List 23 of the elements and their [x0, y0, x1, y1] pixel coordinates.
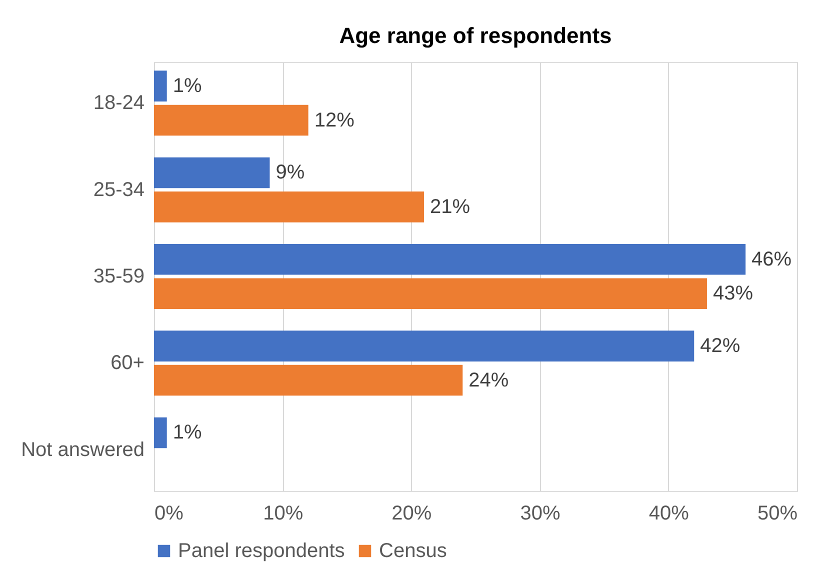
y-tick-label: 18-24 [93, 92, 144, 114]
x-tick-label: 40% [648, 502, 690, 524]
data-label: 1% [172, 75, 202, 98]
legend-label: Panel respondents [178, 540, 345, 562]
x-tick-label: 10% [263, 502, 304, 524]
y-tick-label: 60+ [110, 352, 144, 374]
y-tick-label: Not answered [21, 438, 144, 461]
y-tick-label: 25-34 [93, 178, 144, 201]
data-label: 9% [276, 162, 305, 184]
x-tick-label: 20% [392, 502, 432, 524]
x-tick-label: 50% [757, 502, 798, 524]
data-label: 12% [314, 109, 355, 132]
x-tick-label: 0% [154, 502, 184, 524]
legend-label: Census [379, 540, 447, 562]
chart-title: Age range of respondents [339, 23, 612, 48]
y-tick-label: 35-59 [93, 266, 144, 288]
data-label: 46% [752, 248, 792, 270]
data-label: 24% [468, 369, 509, 392]
data-label: 21% [430, 196, 470, 218]
x-tick-label: 30% [520, 502, 561, 524]
data-label: 43% [712, 282, 754, 305]
data-label: 42% [700, 335, 740, 358]
data-label: 1% [172, 422, 202, 444]
